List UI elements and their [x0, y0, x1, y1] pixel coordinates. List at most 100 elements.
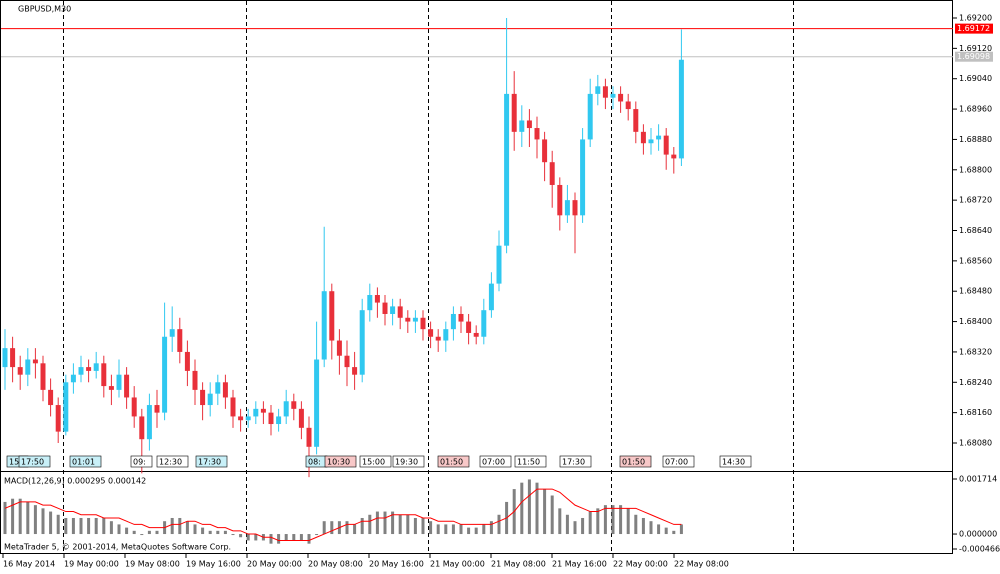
event-label: 12:30: [159, 458, 182, 467]
candle-body: [382, 302, 388, 314]
macd-bar: [596, 508, 600, 535]
price-tag-label: 1.69172: [957, 24, 990, 33]
macd-bar: [178, 517, 182, 535]
candle-body: [17, 367, 23, 375]
price-tag-label: 1.69098: [957, 52, 990, 61]
macd-bar: [3, 501, 7, 535]
macd-bar: [474, 527, 478, 535]
candle-body: [32, 359, 38, 364]
event-flag: [195, 455, 228, 468]
macd-bar: [109, 521, 113, 535]
macd-bar: [185, 521, 189, 535]
candle-body: [283, 401, 289, 417]
x-tick-label: 22 May 08:00: [674, 560, 729, 569]
y-tick-label: 1.68160: [959, 408, 992, 417]
event-label: 09:: [133, 458, 146, 467]
candle-body: [162, 336, 168, 413]
macd-bar: [353, 524, 357, 535]
macd-bar: [117, 524, 121, 535]
candle-body: [146, 405, 152, 440]
macd-bar: [535, 482, 539, 535]
macd-bar: [436, 524, 440, 535]
candle-body: [504, 93, 510, 246]
candle-body: [374, 295, 380, 303]
macd-bar: [208, 530, 212, 535]
price-tag: [955, 23, 993, 34]
macd-bar: [641, 517, 645, 535]
macd-bar: [664, 527, 668, 535]
macd-bar: [330, 521, 334, 535]
macd-tick-label: 0.000000: [959, 530, 997, 539]
candle-body: [352, 367, 358, 375]
macd-bar: [459, 524, 463, 535]
macd-bar: [520, 482, 524, 535]
candle-body: [268, 412, 274, 425]
candle-body: [276, 416, 282, 425]
macd-bar: [254, 534, 258, 541]
candle-body: [200, 389, 206, 406]
y-tick-label: 1.68800: [959, 165, 992, 174]
candle-body: [48, 389, 54, 406]
candle-body: [481, 310, 487, 337]
candle-body: [40, 363, 46, 390]
candle-body: [306, 427, 312, 447]
macd-bar: [573, 521, 577, 535]
x-tick-label: 20 May 16:00: [369, 560, 424, 569]
candle-body: [602, 86, 608, 98]
signal-line: [4, 488, 682, 541]
candle-body: [618, 93, 624, 102]
macd-bar: [581, 517, 585, 535]
y-tick-label: 1.68400: [959, 317, 992, 326]
macd-bar: [49, 511, 53, 535]
candle-body: [298, 408, 304, 428]
macd-bar: [391, 511, 395, 535]
candle-body: [542, 139, 548, 163]
candle-body: [2, 348, 8, 368]
macd-bar: [398, 514, 402, 535]
macd-bar: [292, 534, 296, 541]
macd-bar: [649, 521, 653, 535]
x-tick-label: 21 May 16:00: [552, 560, 607, 569]
event-label: 07:00: [665, 458, 688, 467]
macd-bar: [360, 517, 364, 535]
event-flag: [359, 455, 392, 468]
candle-body: [78, 367, 84, 375]
candle-body: [587, 93, 593, 140]
event-label: 01:50: [622, 458, 645, 467]
candle-body: [359, 310, 365, 375]
candle-body: [169, 329, 175, 337]
candle-body: [25, 359, 31, 375]
y-tick-label: 1.68240: [959, 378, 992, 387]
x-tick-label: 21 May 00:00: [430, 560, 485, 569]
candle-body: [564, 200, 570, 216]
macd-bar: [619, 505, 623, 535]
macd-bar: [132, 530, 136, 535]
macd-bar: [201, 527, 205, 535]
event-label: 14:30: [722, 458, 745, 467]
candle-body: [124, 374, 130, 398]
candle-body: [336, 340, 342, 356]
candle-body: [367, 295, 373, 311]
event-flag: [619, 455, 652, 468]
candle-body: [466, 321, 472, 333]
candle-body: [397, 306, 403, 318]
candle-body: [663, 135, 669, 155]
macd-bar: [527, 479, 531, 535]
candle-body: [443, 329, 449, 341]
candle-body: [526, 120, 532, 129]
symbol-title: GBPUSD,M30: [18, 5, 71, 14]
macd-bar: [284, 534, 288, 541]
macd-bar: [64, 517, 68, 535]
event-flag: [130, 455, 153, 468]
macd-bar: [193, 524, 197, 535]
y-tick-label: 1.69200: [959, 14, 992, 23]
event-label: 17:50: [21, 458, 44, 467]
macd-bar: [626, 508, 630, 535]
candle-body: [177, 329, 183, 352]
candle-body: [86, 367, 92, 371]
candle-body: [488, 283, 494, 311]
macd-bar: [368, 514, 372, 535]
event-label: 17:30: [562, 458, 585, 467]
macd-bar: [216, 530, 220, 535]
